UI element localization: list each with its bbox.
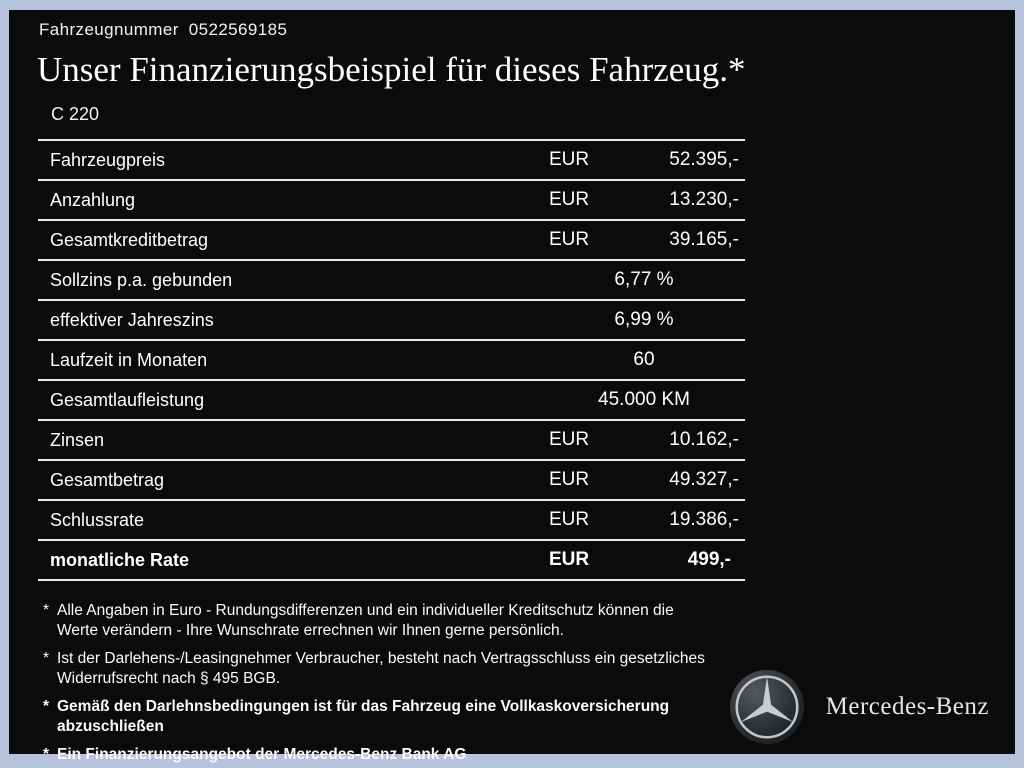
table-row-zinsen: Zinsen EUR 10.162,- xyxy=(38,419,745,459)
row-value: 6,77 % xyxy=(549,269,739,291)
row-label: Gesamtlaufleistung xyxy=(50,389,205,410)
amount: 60 xyxy=(633,349,655,370)
footnote-1: * Alle Angaben in Euro - Rundungsdiffere… xyxy=(43,601,719,641)
currency: EUR xyxy=(549,509,590,530)
financing-table: Fahrzeugpreis EUR 52.395,- Anzahlung EUR… xyxy=(38,139,745,581)
amount: 49.327,- xyxy=(669,469,739,490)
row-value: EUR 19.386,- xyxy=(549,509,739,531)
footnote-3: * Gemäß den Darlehnsbedingungen ist für … xyxy=(43,697,719,737)
footnote-text: Ein Finanzierungsangebot der Mercedes-Be… xyxy=(57,746,467,763)
currency: EUR xyxy=(549,469,590,490)
row-value: 45.000 KM xyxy=(549,389,739,411)
table-row-gesamtlaufleistung: Gesamtlaufleistung 45.000 KM xyxy=(38,379,745,419)
row-label: effektiver Jahreszins xyxy=(50,309,214,330)
row-label: Zinsen xyxy=(50,429,105,450)
row-label: Schlussrate xyxy=(50,509,145,530)
amount: 6,77 % xyxy=(614,269,674,290)
footnote-marker: * xyxy=(43,602,50,619)
row-label: Anzahlung xyxy=(50,189,136,210)
currency: EUR xyxy=(549,189,590,210)
row-value: EUR 13.230,- xyxy=(549,189,739,211)
footnote-text: Ist der Darlehens-/Leasingnehmer Verbrau… xyxy=(57,650,705,687)
table-row-anzahlung: Anzahlung EUR 13.230,- xyxy=(38,179,745,219)
row-value: 60 xyxy=(549,349,739,371)
footnote-4: * Ein Finanzierungsangebot der Mercedes-… xyxy=(43,745,719,765)
row-value: EUR 10.162,- xyxy=(549,429,739,451)
table-row-sollzins: Sollzins p.a. gebunden 6,77 % xyxy=(38,259,745,299)
vehicle-number-label: Fahrzeugnummer xyxy=(39,20,179,39)
model-name: C 220 xyxy=(51,104,100,124)
table-row-gesamtbetrag: Gesamtbetrag EUR 49.327,- xyxy=(38,459,745,499)
footnote-marker: * xyxy=(43,746,50,763)
row-value: EUR 49.327,- xyxy=(549,469,739,491)
amount: 52.395,- xyxy=(669,149,739,170)
footnote-marker: * xyxy=(43,698,50,715)
row-label: Sollzins p.a. gebunden xyxy=(50,269,233,290)
brand-name: Mercedes-Benz xyxy=(825,693,989,720)
table-row-effektiver-jahreszins: effektiver Jahreszins 6,99 % xyxy=(38,299,745,339)
currency: EUR xyxy=(549,149,590,170)
amount: 39.165,- xyxy=(669,229,739,250)
footnotes: * Alle Angaben in Euro - Rundungsdiffere… xyxy=(43,601,719,765)
vehicle-number-value: 0522569185 xyxy=(188,20,288,39)
row-label: Gesamtkreditbetrag xyxy=(50,229,209,250)
table-row-gesamtkreditbetrag: Gesamtkreditbetrag EUR 39.165,- xyxy=(38,219,745,259)
row-label: Laufzeit in Monaten xyxy=(50,349,208,370)
table-row-laufzeit: Laufzeit in Monaten 60 xyxy=(38,339,745,379)
row-value: EUR 52.395,- xyxy=(549,149,739,171)
row-value: EUR 39.165,- xyxy=(549,229,739,251)
row-label: monatliche Rate xyxy=(50,549,190,570)
row-value: EUR 499,- xyxy=(549,549,739,571)
row-value: 6,99 % xyxy=(549,309,739,331)
row-label: Fahrzeugpreis xyxy=(50,149,166,170)
currency: EUR xyxy=(549,549,590,570)
brand-block: Mercedes-Benz xyxy=(728,668,989,746)
mercedes-star-icon xyxy=(729,669,804,745)
amount: 6,99 % xyxy=(614,309,674,330)
amount: 19.386,- xyxy=(669,509,739,530)
amount: 45.000 KM xyxy=(598,389,690,410)
table-row-fahrzeugpreis: Fahrzeugpreis EUR 52.395,- xyxy=(38,139,745,179)
row-label: Gesamtbetrag xyxy=(50,469,165,490)
page-title: Unser Finanzierungsbeispiel für dieses F… xyxy=(37,50,746,89)
footnote-marker: * xyxy=(43,650,50,667)
table-row-schlussrate: Schlussrate EUR 19.386,- xyxy=(38,499,745,539)
amount: 10.162,- xyxy=(669,429,739,450)
footnote-2: * Ist der Darlehens-/Leasingnehmer Verbr… xyxy=(43,649,719,689)
amount: 499,- xyxy=(687,549,731,570)
footnote-text: Alle Angaben in Euro - Rundungsdifferenz… xyxy=(57,602,674,639)
footnote-text: Gemäß den Darlehnsbedingungen ist für da… xyxy=(57,698,670,735)
table-row-monatliche-rate: monatliche Rate EUR 499,- xyxy=(38,539,745,581)
vehicle-number: Fahrzeugnummer 0522569185 xyxy=(39,20,1015,40)
currency: EUR xyxy=(549,429,590,450)
currency: EUR xyxy=(549,229,590,250)
amount: 13.230,- xyxy=(669,189,739,210)
